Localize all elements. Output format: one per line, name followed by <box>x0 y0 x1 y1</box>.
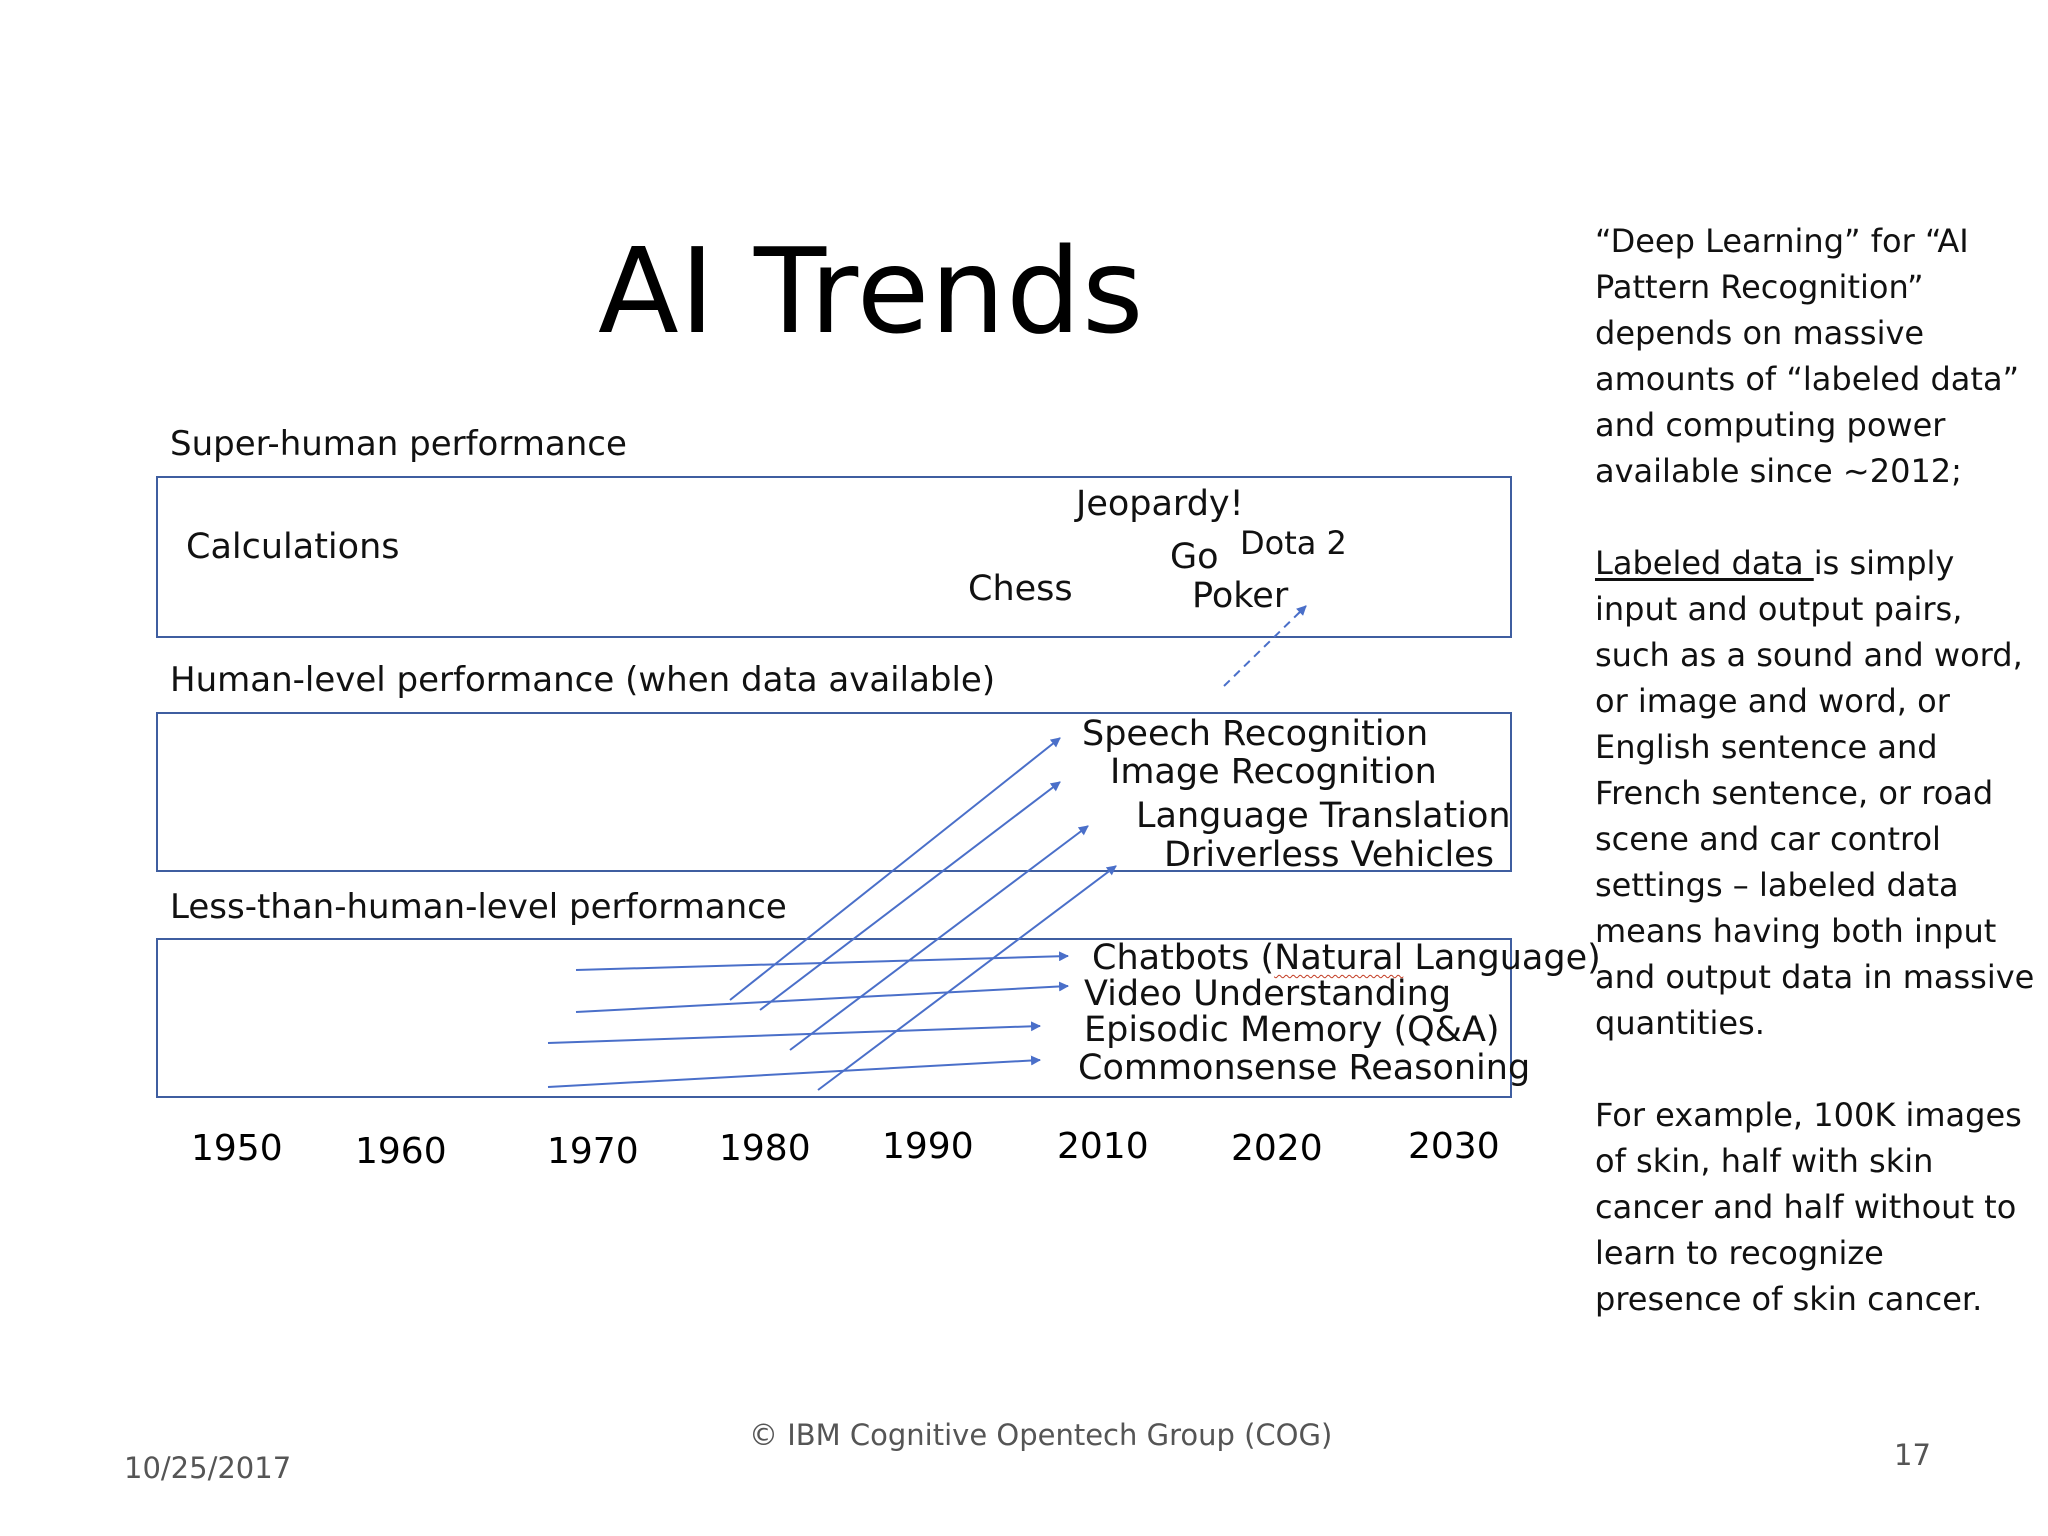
labeled-data-term: Labeled data <box>1595 544 1814 582</box>
super-human-band-label: Super-human performance <box>170 424 627 464</box>
year-label: 1950 <box>191 1128 283 1169</box>
less-than-human-band-label: Less-than-human-level performance <box>170 887 787 927</box>
human-level-band-label: Human-level performance (when data avail… <box>170 660 996 700</box>
go-label: Go <box>1170 537 1219 577</box>
language-translation-label: Language Translation <box>1136 796 1511 836</box>
chatbots-label-main: Chatbots ( <box>1092 938 1275 978</box>
sidebar-paragraph: “Deep Learning” for “AI Pattern Recognit… <box>1595 222 2020 490</box>
chess-label: Chess <box>968 569 1073 609</box>
speech-recognition-label: Speech Recognition <box>1082 714 1429 754</box>
page-title: AI Trends <box>598 222 1145 360</box>
year-label: 1980 <box>719 1128 811 1169</box>
poker-label: Poker <box>1192 576 1289 616</box>
video-understanding-label: Video Understanding <box>1084 974 1452 1014</box>
commonsense-reasoning-label: Commonsense Reasoning <box>1078 1048 1531 1088</box>
year-label: 2010 <box>1057 1126 1149 1167</box>
sidebar-paragraph: Labeled data is simply input and output … <box>1595 540 2035 1046</box>
chatbots-label: Chatbots (Natural Language) <box>1092 941 1601 976</box>
calculations-label: Calculations <box>186 527 400 567</box>
sidebar-notes: “Deep Learning” for “AI Pattern Recognit… <box>1595 218 2035 1322</box>
footer-date: 10/25/2017 <box>124 1451 292 1485</box>
page-number: 17 <box>1894 1438 1931 1472</box>
jeopardy-label: Jeopardy! <box>1076 484 1244 524</box>
year-label: 1960 <box>355 1131 447 1172</box>
year-label: 2030 <box>1408 1126 1500 1167</box>
driverless-vehicles-label: Driverless Vehicles <box>1164 835 1494 875</box>
chatbots-label-spellcheck-word: Natural <box>1274 938 1404 978</box>
sidebar-paragraph: For example, 100K images of skin, half w… <box>1595 1096 2022 1318</box>
year-label: 1970 <box>547 1131 639 1172</box>
dota2-label: Dota 2 <box>1240 524 1347 562</box>
labeled-data-definition: is simply input and output pairs, such a… <box>1595 544 2035 1042</box>
footer-copyright: © IBM Cognitive Opentech Group (COG) <box>749 1418 1333 1452</box>
episodic-memory-label: Episodic Memory (Q&A) <box>1084 1010 1500 1050</box>
year-label: 2020 <box>1231 1128 1323 1169</box>
chatbots-label-tail: Language) <box>1403 938 1601 978</box>
super-human-band-box <box>156 476 1512 638</box>
image-recognition-label: Image Recognition <box>1110 752 1437 792</box>
year-label: 1990 <box>882 1126 974 1167</box>
